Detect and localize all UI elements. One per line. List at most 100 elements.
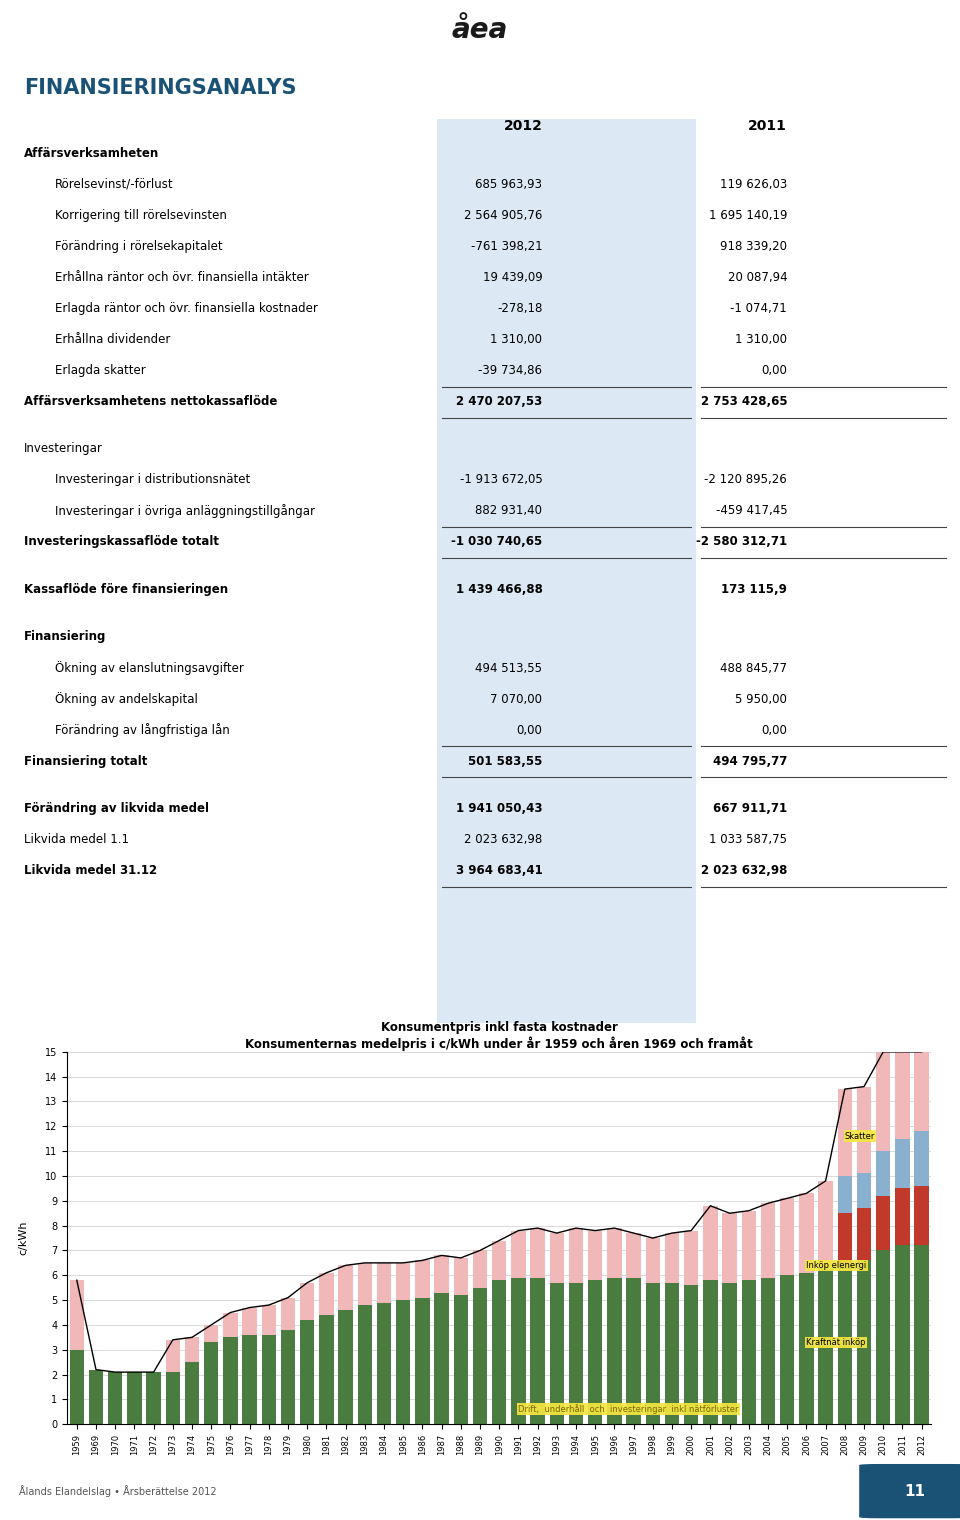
Text: åea: åea <box>452 15 508 44</box>
Text: -278,18: -278,18 <box>497 302 542 315</box>
Bar <box>454 1259 468 1295</box>
Bar <box>645 1237 660 1283</box>
Text: 494 513,55: 494 513,55 <box>475 661 542 675</box>
Y-axis label: c/kWh: c/kWh <box>18 1221 29 1256</box>
Bar <box>242 1335 256 1424</box>
Bar <box>223 1313 238 1338</box>
Bar <box>703 1280 717 1424</box>
Text: FINANSIERINGSANALYS: FINANSIERINGSANALYS <box>24 78 297 97</box>
Text: 119 626,03: 119 626,03 <box>720 178 787 192</box>
Bar <box>741 1280 756 1424</box>
Text: 2 470 207,53: 2 470 207,53 <box>456 395 542 407</box>
Text: Likvida medel 31.12: Likvida medel 31.12 <box>24 863 157 877</box>
Text: Förändring av långfristiga lån: Förändring av långfristiga lån <box>55 724 229 737</box>
Text: 5 950,00: 5 950,00 <box>735 693 787 705</box>
Bar <box>184 1338 200 1362</box>
Bar <box>607 1228 621 1278</box>
Text: Finansiering: Finansiering <box>24 631 107 643</box>
Bar <box>876 1151 890 1196</box>
Text: 7 070,00: 7 070,00 <box>491 693 542 705</box>
Bar <box>530 1228 544 1278</box>
Bar <box>837 1213 852 1263</box>
Bar <box>856 1260 871 1424</box>
Bar <box>837 1263 852 1424</box>
Text: 2 023 632,98: 2 023 632,98 <box>701 863 787 877</box>
Bar <box>280 1330 296 1424</box>
Bar <box>645 1283 660 1424</box>
Text: 1 310,00: 1 310,00 <box>735 333 787 347</box>
Text: 0,00: 0,00 <box>516 724 542 737</box>
Text: 1 310,00: 1 310,00 <box>491 333 542 347</box>
Text: 685 963,93: 685 963,93 <box>475 178 542 192</box>
Bar <box>492 1240 507 1280</box>
Text: Erhållna dividender: Erhållna dividender <box>55 333 170 347</box>
Bar <box>472 1251 487 1287</box>
Bar <box>204 1325 219 1342</box>
Bar <box>780 1275 794 1424</box>
Text: 667 911,71: 667 911,71 <box>713 803 787 815</box>
Bar <box>319 1272 334 1315</box>
Bar <box>69 1350 84 1424</box>
Text: Investeringar: Investeringar <box>24 442 103 456</box>
Text: 0,00: 0,00 <box>761 724 787 737</box>
Text: -761 398,21: -761 398,21 <box>470 240 542 252</box>
Text: -2 580 312,71: -2 580 312,71 <box>696 535 787 549</box>
Bar <box>492 1280 507 1424</box>
Bar <box>780 1198 794 1275</box>
Text: Inköp elenergi: Inköp elenergi <box>806 1260 867 1269</box>
Bar <box>799 1272 813 1424</box>
Title: Konsumentpris inkl fasta kostnader
Konsumenternas medelpris i c/kWh under år 195: Konsumentpris inkl fasta kostnader Konsu… <box>246 1021 753 1050</box>
Bar <box>472 1287 487 1424</box>
Bar <box>914 1186 928 1245</box>
Bar <box>741 1211 756 1280</box>
Bar <box>914 1245 928 1424</box>
Text: Skatter: Skatter <box>845 1132 876 1140</box>
Text: -39 734,86: -39 734,86 <box>478 363 542 377</box>
Bar <box>664 1233 679 1283</box>
Text: Affärsverksamheten: Affärsverksamheten <box>24 147 159 160</box>
Bar <box>376 1303 392 1424</box>
Text: 173 115,9: 173 115,9 <box>721 584 787 596</box>
Bar <box>396 1263 411 1300</box>
Text: Korrigering till rörelsevinsten: Korrigering till rörelsevinsten <box>55 208 227 222</box>
Bar <box>69 1280 84 1350</box>
Text: Kraftnät inköp: Kraftnät inköp <box>806 1338 866 1347</box>
Text: 1 941 050,43: 1 941 050,43 <box>456 803 542 815</box>
Text: Erlagda skatter: Erlagda skatter <box>55 363 146 377</box>
Text: -459 417,45: -459 417,45 <box>715 505 787 517</box>
Bar <box>818 1181 832 1268</box>
Bar <box>876 1196 890 1251</box>
Text: Erhållna räntor och övr. finansiella intäkter: Erhållna räntor och övr. finansiella int… <box>55 271 308 284</box>
Bar <box>300 1319 314 1424</box>
Bar <box>837 1176 852 1213</box>
Text: 501 583,55: 501 583,55 <box>468 754 542 768</box>
Bar <box>549 1233 564 1283</box>
Bar <box>223 1338 238 1424</box>
Text: 0,00: 0,00 <box>761 363 787 377</box>
Text: 2 564 905,76: 2 564 905,76 <box>464 208 542 222</box>
Text: 1 033 587,75: 1 033 587,75 <box>709 833 787 847</box>
Bar <box>511 1231 526 1278</box>
Bar <box>722 1213 737 1283</box>
Text: 918 339,20: 918 339,20 <box>720 240 787 252</box>
Bar <box>184 1362 200 1424</box>
Bar <box>300 1283 314 1319</box>
Bar <box>357 1306 372 1424</box>
Bar <box>895 1138 909 1189</box>
Text: Erlagda räntor och övr. finansiella kostnader: Erlagda räntor och övr. finansiella kost… <box>55 302 318 315</box>
Bar <box>684 1286 698 1424</box>
Bar <box>338 1265 352 1310</box>
Text: Investeringar i distributionsnätet: Investeringar i distributionsnätet <box>55 473 250 486</box>
Text: 1 695 140,19: 1 695 140,19 <box>708 208 787 222</box>
Bar <box>108 1373 123 1424</box>
Text: Affärsverksamhetens nettokassaflöde: Affärsverksamhetens nettokassaflöde <box>24 395 277 407</box>
Text: -2 120 895,26: -2 120 895,26 <box>705 473 787 486</box>
Text: Ökning av elanslutningsavgifter: Ökning av elanslutningsavgifter <box>55 661 244 675</box>
Bar <box>703 1205 717 1280</box>
Bar <box>127 1373 142 1424</box>
Bar <box>165 1339 180 1373</box>
Text: 2011: 2011 <box>749 119 787 132</box>
Bar <box>837 1088 852 1176</box>
Text: Ökning av andelskapital: Ökning av andelskapital <box>55 693 198 707</box>
Bar <box>357 1263 372 1306</box>
